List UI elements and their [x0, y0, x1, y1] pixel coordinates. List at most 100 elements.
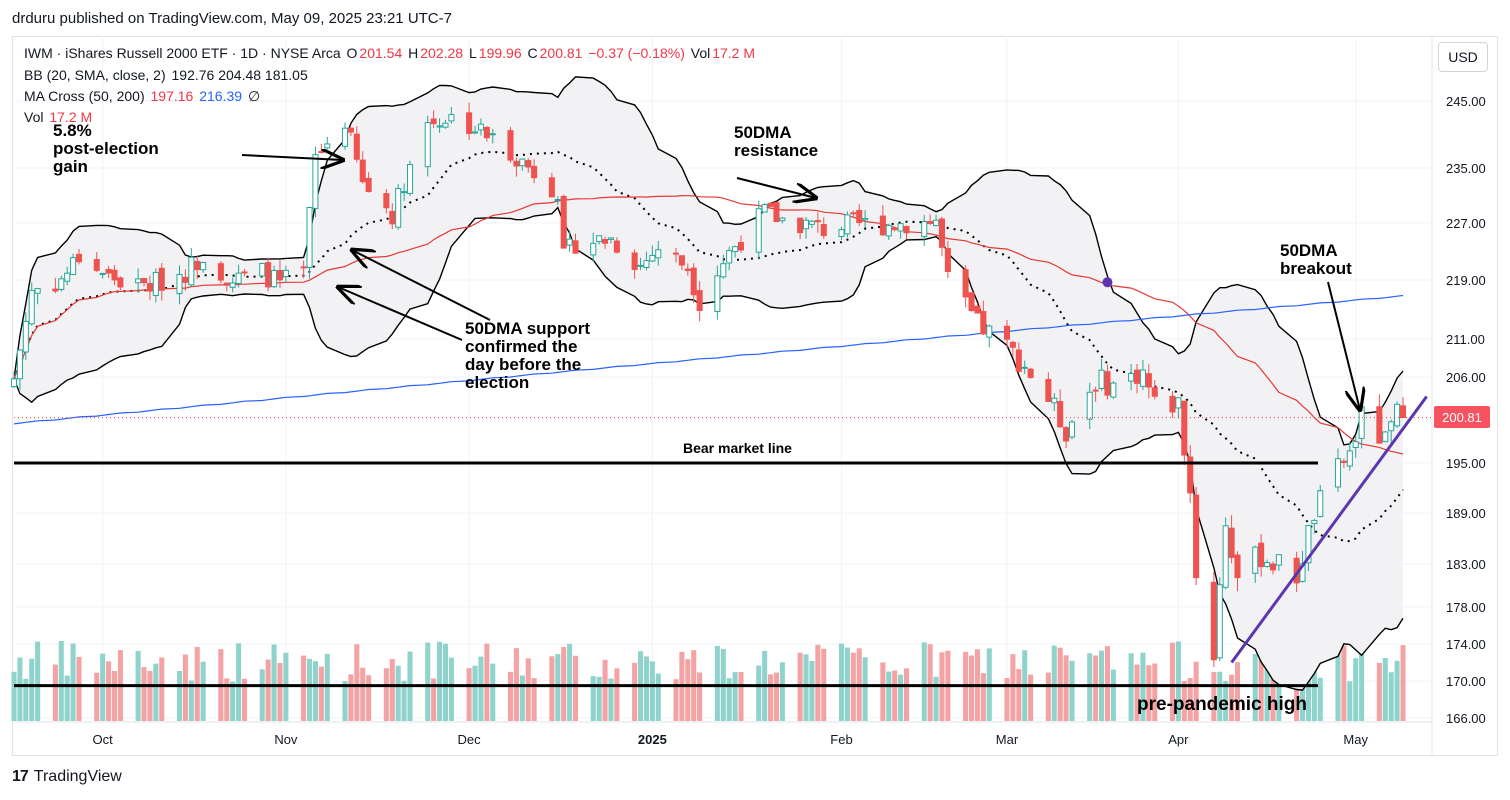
candle-body [1151, 387, 1158, 397]
candle-body [933, 219, 940, 227]
candle-body [1358, 406, 1365, 439]
volume-bar [265, 659, 271, 721]
volume-bar [159, 657, 165, 721]
candle-body [938, 218, 946, 248]
candle-body [1169, 395, 1176, 413]
price-axis: 245.00 235.00 227.00 219.00 211.00 206.00 195.… [1431, 36, 1486, 756]
legend-o-value: 201.54 [359, 45, 403, 61]
candle-body [259, 262, 266, 277]
candle-body [75, 253, 83, 263]
candle-body [436, 125, 443, 128]
volume-bar [354, 644, 360, 721]
volume-bar [395, 665, 401, 721]
candle-body [554, 198, 561, 201]
volume-bar [271, 644, 277, 721]
volume-bar [1264, 645, 1270, 721]
candle-body [838, 229, 845, 238]
volume-bar [838, 643, 845, 721]
volume-bar [1211, 671, 1217, 721]
candle-body [802, 219, 810, 230]
volume-bar [655, 673, 661, 721]
volume-bar [880, 662, 886, 721]
arrow-support-lower [338, 287, 463, 341]
candle-body [879, 215, 886, 236]
candle-body [217, 263, 224, 281]
volume-bar [259, 669, 265, 721]
volume-bar [383, 668, 389, 721]
currency-button[interactable]: USD [1438, 42, 1488, 72]
candle-body [1399, 405, 1407, 419]
candle-body [726, 250, 733, 264]
volume-bar [507, 671, 514, 721]
annotation-breakout-line1: 50DMA [1280, 241, 1338, 260]
candle-body [755, 208, 762, 253]
volume-bar [590, 676, 596, 721]
candle-body [182, 276, 189, 283]
volume-bar [632, 662, 638, 721]
candle-body [152, 271, 159, 297]
candle-body [93, 259, 100, 271]
volume-bar [1341, 645, 1347, 721]
volume-bar [342, 681, 348, 721]
volume-bar [1252, 653, 1258, 721]
candle-body [1222, 525, 1229, 588]
legend-l-value: 199.96 [478, 45, 522, 61]
volume-bar [697, 672, 703, 721]
volume-bar [241, 678, 248, 721]
volume-bar [1187, 678, 1193, 721]
candle-body [241, 271, 248, 274]
candle-body [318, 151, 325, 154]
candle-body [1051, 397, 1058, 404]
candle-body [389, 210, 396, 225]
candle-body [885, 224, 892, 237]
legend-vol-row: Vol 17.2 M [24, 109, 94, 125]
candle-body [22, 320, 29, 353]
volume-bar [490, 663, 496, 721]
volume-bar [224, 678, 230, 721]
volume-bar [1382, 657, 1388, 721]
ma200-line [13, 294, 1404, 425]
candle-body [324, 143, 331, 149]
volume-bar [898, 674, 904, 721]
candle-body [141, 277, 148, 284]
time-tick-label: Apr [1168, 732, 1189, 747]
annotation-support-line4: election [465, 373, 530, 392]
volume-bar [306, 658, 313, 721]
tradingview-logo-icon: 17 [12, 768, 29, 785]
volume-bar [1317, 677, 1323, 721]
volume-bar [448, 657, 454, 721]
candle-body [341, 127, 349, 147]
candle-body [856, 209, 863, 224]
candle-body [1305, 525, 1312, 564]
volume-bar [673, 679, 679, 721]
candle-body [779, 217, 786, 222]
candle-body [52, 288, 59, 292]
volume-bar [1104, 646, 1111, 721]
footer[interactable]: 17 TradingView [12, 768, 122, 786]
price-tick-label: 166.00 [1446, 711, 1486, 726]
candle-body [572, 240, 579, 254]
volume-bar [64, 675, 70, 721]
candle-body [1258, 542, 1265, 568]
volume-bar [106, 661, 112, 721]
volume-bar [1359, 650, 1365, 721]
legend-vol-value: 17.2 M [712, 45, 756, 61]
volume-bar [401, 680, 407, 721]
volume-bar [809, 660, 815, 721]
legend-l-label: L [468, 45, 477, 61]
legend-ma-label: MA Cross (50, 200) [24, 88, 145, 104]
legend-hidden-icon[interactable]: ∅ [247, 88, 261, 104]
candle-body [1027, 368, 1034, 378]
candle-body [1228, 527, 1235, 558]
candle-body [223, 282, 230, 285]
candle-body [1216, 584, 1223, 659]
candle-body [596, 235, 603, 243]
candle-body [761, 203, 768, 213]
candle-body [1210, 581, 1217, 661]
volume-bar [147, 670, 153, 721]
candle-body [471, 131, 479, 134]
volume-bar [531, 678, 537, 721]
price-tick-label: 211.00 [1446, 332, 1485, 347]
volume-bar [17, 657, 23, 721]
